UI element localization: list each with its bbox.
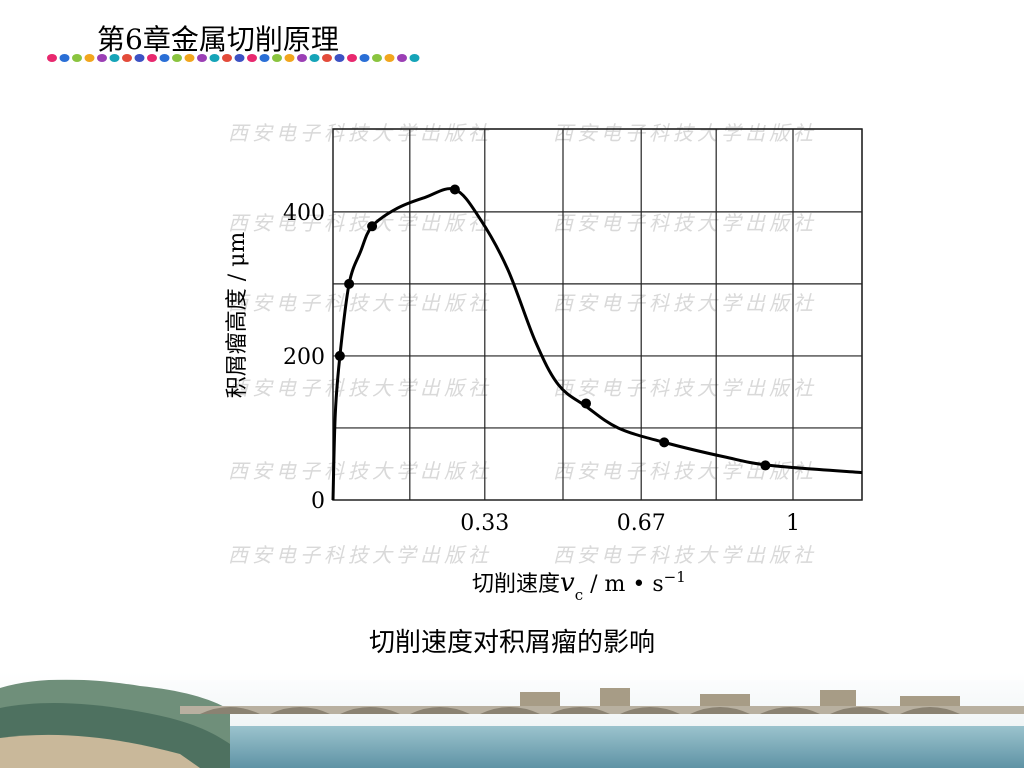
data-point <box>449 184 460 195</box>
x-axis-label-var: v <box>560 568 575 598</box>
x-axis-label-unit: / m • s <box>583 572 664 597</box>
header-dot <box>72 54 82 62</box>
data-point <box>659 437 670 448</box>
header-dot <box>397 54 407 62</box>
watermark-text: 西安电子科技大学出版社 <box>228 459 492 483</box>
y-tick-label: 0 <box>311 489 325 514</box>
decorative-dot-strip <box>47 54 420 62</box>
data-point <box>367 221 378 232</box>
x-tick-labels: 0.33 0.67 1 <box>460 511 800 536</box>
header-dot <box>359 54 370 62</box>
x-axis-label-sub: c <box>575 586 583 604</box>
header-dot <box>284 54 295 62</box>
data-point <box>760 460 771 471</box>
watermark-text: 西安电子科技大学出版社 <box>228 121 492 145</box>
x-axis-label: 切削速度vc / m • s−1 <box>472 568 686 604</box>
river-bridge-banner <box>0 668 1024 768</box>
watermark-text: 西安电子科技大学出版社 <box>553 376 817 400</box>
figure-caption: 切削速度对积屑瘤的影响 <box>368 628 655 658</box>
watermark-text: 西安电子科技大学出版社 <box>553 121 817 145</box>
x-tick-label: 0.33 <box>460 511 509 536</box>
header-dot <box>84 54 95 62</box>
y-axis-label: 积屑瘤高度 / μm <box>225 232 250 399</box>
header-dot <box>347 54 357 62</box>
series-line <box>331 187 863 501</box>
watermark-text: 西安电子科技大学出版社 <box>553 543 817 567</box>
x-tick-label: 0.67 <box>617 511 666 536</box>
header-dot <box>134 54 145 62</box>
data-point <box>344 278 355 289</box>
watermark-text: 西安电子科技大学出版社 <box>228 543 492 567</box>
header-dot <box>159 54 170 62</box>
header-dot <box>409 54 420 62</box>
chart-series-layer <box>331 187 863 501</box>
watermark-text: 西安电子科技大学出版社 <box>228 376 492 400</box>
header-dot <box>197 54 207 62</box>
slide-title: 第6章金属切削原理 <box>97 23 339 56</box>
watermark-text: 西安电子科技大学出版社 <box>553 459 817 483</box>
x-axis-label-main: 切削速度 <box>472 572 560 597</box>
y-tick-labels: 0 200 400 <box>283 201 325 514</box>
watermark-text: 西安电子科技大学出版社 <box>553 291 817 315</box>
header-dot <box>297 54 307 62</box>
header-dot <box>322 54 332 62</box>
header-dot <box>259 54 270 62</box>
header-dot <box>97 54 107 62</box>
chart-points-layer <box>334 184 771 471</box>
header-dot <box>334 54 345 62</box>
data-point <box>581 398 591 409</box>
header-dot <box>309 54 320 62</box>
watermark-text: 西安电子科技大学出版社 <box>553 211 817 235</box>
header-dot <box>247 54 257 62</box>
header-dot <box>47 54 57 62</box>
header-dot <box>209 54 220 62</box>
chart-grid <box>332 128 863 501</box>
x-axis-label-exp: −1 <box>664 568 686 586</box>
header-dot <box>172 54 182 62</box>
x-tick-label: 1 <box>786 511 800 536</box>
header-dot <box>109 54 120 62</box>
header-dot <box>234 54 245 62</box>
header-dot <box>272 54 282 62</box>
header-dot <box>222 54 232 62</box>
header-dot <box>147 54 157 62</box>
header-dot <box>372 54 382 62</box>
data-point <box>334 350 345 361</box>
watermark-text: 西安电子科技大学出版社 <box>228 291 492 315</box>
header-dot <box>122 54 132 62</box>
y-tick-label: 400 <box>283 201 325 226</box>
header-dot <box>59 54 70 62</box>
watermark-text: 西安电子科技大学出版社 <box>228 211 492 235</box>
header-dot <box>184 54 195 62</box>
slide-header: 第6章金属切削原理 <box>0 0 1024 70</box>
y-tick-label: 200 <box>283 345 325 370</box>
header-dot <box>384 54 395 62</box>
